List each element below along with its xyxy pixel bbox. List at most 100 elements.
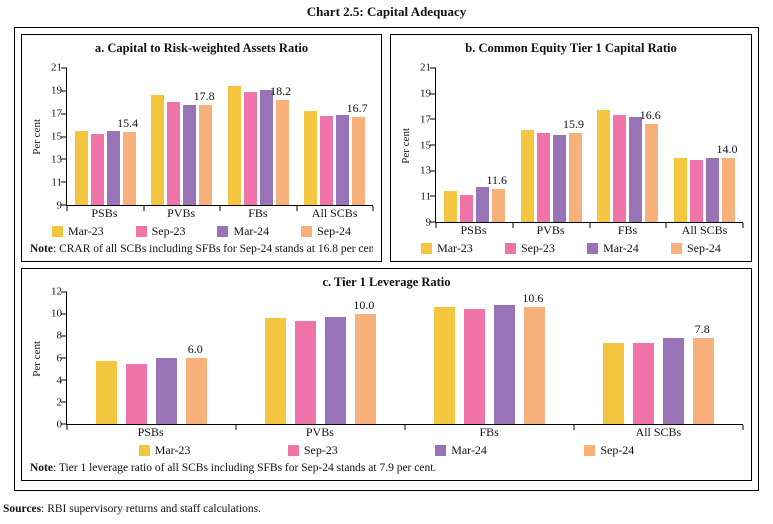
chart-area: Per cent 9 11 13 15 17 19 21 15.4 17.8 18.2 16.7 …	[30, 62, 374, 221]
legend-label: Mar-23	[154, 442, 191, 457]
bar-all-scbs-sep-23	[690, 160, 704, 222]
legend-label: Mar-23	[437, 240, 473, 255]
bar-group-psbs: 6.0	[67, 292, 236, 424]
legend-label: Sep-24	[686, 240, 721, 255]
note-line: Note: CRAR of all SCBs including SFBs fo…	[30, 241, 373, 258]
bar-group-pvbs: 10.0	[236, 292, 405, 424]
legend-swatch	[301, 225, 313, 237]
y-axis-tick	[61, 136, 67, 137]
legend-swatch	[217, 225, 229, 237]
bar-value-label: 11.6	[486, 172, 508, 187]
bar-all-scbs-mar-23	[304, 111, 318, 205]
panel-leverage: c. Tier 1 Leverage Ratio Per cent 0 2 4 6 8 1…	[21, 268, 752, 481]
legend-item-sep-23: Sep-23	[504, 240, 555, 256]
bar-fbs-mar-24	[259, 89, 273, 205]
legend-label: Sep-23	[303, 442, 338, 457]
category-label: PSBs	[460, 223, 487, 237]
bar-psbs-mar-23	[74, 130, 88, 205]
y-axis-tick	[430, 170, 436, 172]
x-axis-tick	[296, 206, 297, 211]
bar-all-scbs-mar-23	[603, 342, 624, 424]
legend-item-sep-24: Sep-24	[584, 443, 634, 458]
legend-swatch	[287, 444, 299, 456]
y-axis-tick-label: 2	[56, 396, 63, 409]
bar-group-all-scbs: 7.8	[574, 292, 743, 424]
x-axis-tick	[573, 425, 575, 430]
bar-group-all-scbs: 16.7	[297, 68, 374, 205]
y-axis-column: 9 11 13 15 17 19 21	[413, 62, 435, 228]
bar-group-psbs: 15.4	[67, 68, 144, 205]
y-axis-tick-label: 19	[420, 87, 431, 100]
x-axis-tick	[512, 223, 514, 228]
x-axis-tick	[589, 223, 590, 228]
panel-title: c. Tier 1 Leverage Ratio	[322, 275, 451, 289]
legend: Mar-23 Sep-23 Mar-24 Sep-24	[399, 238, 743, 258]
y-axis-label: Per cent	[400, 127, 412, 164]
bar-psbs-mar-24	[156, 358, 177, 424]
legend-swatch	[135, 225, 147, 237]
legend-item-sep-24: Sep-24	[301, 224, 351, 239]
bar-value-label: 15.9	[562, 117, 584, 132]
note-label: Note	[30, 243, 53, 255]
plot-area: 6.0 10.0 10.6 7.8	[61, 291, 744, 430]
category-label: PVBs	[536, 223, 565, 237]
category-label: PVBs	[167, 206, 196, 220]
bar-pvbs-sep-23	[536, 133, 550, 222]
y-axis-tick	[430, 67, 436, 69]
category-label: All SCBs	[681, 223, 728, 237]
bar-psbs-sep-24: 6.0	[186, 342, 207, 424]
y-axis-tick-label: 4	[56, 374, 63, 387]
bar-group-psbs: 11.6	[436, 68, 513, 222]
bar-value-label: 16.7	[346, 101, 368, 116]
chart-area: Per cent 9 11 13 15 17 19 21 11.6 15.9 16.6 14.0 …	[399, 62, 744, 238]
y-axis-column: 0 2 4 6 8 10 12	[44, 286, 66, 430]
legend-swatch	[587, 242, 599, 254]
y-axis-column: 9 11 13 15 17 19 21	[44, 62, 66, 211]
bar-psbs-mar-24	[475, 187, 489, 222]
legend-label: Sep-24	[600, 442, 635, 457]
y-axis-tick	[430, 221, 436, 223]
legend-item-sep-24: Sep-24	[670, 240, 721, 256]
bar-value-label: 16.6	[639, 108, 661, 123]
x-axis-tick	[66, 206, 68, 211]
sources-text: : RBI supervisory returns and staff calc…	[41, 503, 261, 515]
page-title: Chart 2.5: Capital Adequacy	[306, 4, 467, 19]
y-axis-label: Per cent	[31, 119, 43, 155]
bar-fbs-sep-23	[243, 91, 257, 205]
legend-label: Mar-24	[233, 223, 270, 238]
y-axis-tick-label: 19	[51, 84, 62, 97]
y-axis-tick-label: 10	[51, 307, 62, 320]
category-label: All SCBs	[311, 206, 358, 220]
bar-fbs-mar-23	[597, 110, 611, 222]
bar-psbs-sep-23	[126, 363, 147, 424]
y-axis-tick-label: 17	[51, 107, 62, 120]
y-axis-tick	[61, 90, 67, 92]
y-axis-tick-label: 15	[51, 130, 62, 143]
category-label: PSBs	[91, 206, 118, 220]
x-axis-tick	[66, 425, 68, 430]
bar-all-scbs-mar-23	[674, 157, 688, 222]
plot-area: 15.4 17.8 18.2 16.7	[61, 67, 374, 211]
bar-group-fbs: 18.2	[220, 68, 297, 205]
plot-wrap: 6.0 10.0 10.6 7.8 PSBs PVBs FBs All SCBs	[61, 291, 744, 440]
y-axis-tick-label: 21	[51, 61, 62, 74]
bar-pvbs-mar-23	[520, 129, 534, 222]
y-axis-tick-label: 11	[51, 176, 62, 189]
legend-label: Sep-23	[520, 240, 555, 255]
y-axis-tick	[61, 335, 67, 337]
bar-pvbs-mar-23	[151, 95, 165, 205]
y-axis-tick	[61, 401, 67, 403]
panel-crar: a. Capital to Risk-weighted Assets Ratio…	[21, 34, 382, 262]
panel-title: b. Common Equity Tier 1 Capital Ratio	[465, 41, 677, 55]
legend-swatch	[504, 242, 516, 254]
panel-cet1: b. Common Equity Tier 1 Capital Ratio Pe…	[390, 34, 752, 262]
bar-group-fbs: 16.6	[590, 68, 667, 222]
bar-psbs-mar-23	[443, 191, 457, 222]
bar-value-label: 17.8	[193, 88, 215, 103]
legend-swatch	[435, 444, 447, 456]
bar-fbs-sep-24: 10.6	[522, 291, 545, 424]
y-axis-tick	[61, 113, 67, 115]
x-axis-tick	[742, 223, 744, 228]
y-axis-tick-label: 0	[56, 418, 63, 431]
bar-all-scbs-mar-24	[663, 338, 684, 424]
